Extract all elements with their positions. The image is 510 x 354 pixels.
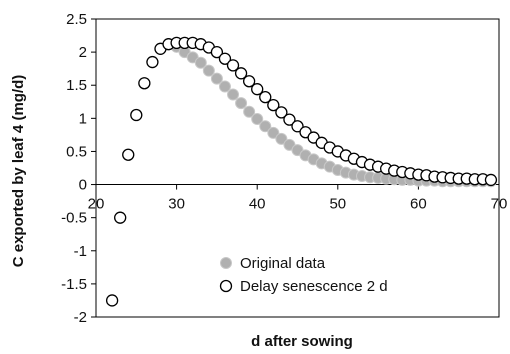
point-delay [138, 77, 151, 90]
point-delay [130, 108, 143, 122]
y-tick-label: -1.5 [61, 276, 87, 293]
y-tick-label: -1 [74, 243, 87, 260]
point-delay [146, 55, 159, 69]
point-delay [242, 75, 256, 88]
x-tick-label: 60 [410, 196, 427, 213]
point-delay [234, 67, 248, 80]
y-tick-label: 0.5 [66, 143, 87, 160]
legend: Original data Delay senescence 2 d [219, 255, 388, 295]
y-tick-label: 0 [79, 177, 87, 194]
y-axis-label: C exported by leaf 4 (mg/d) [10, 75, 27, 268]
y-tick-label: 1.5 [66, 77, 87, 94]
point-delay [105, 294, 119, 307]
x-axis: 20 30 40 50 60 70 [88, 184, 508, 213]
point-delay [283, 113, 296, 126]
point-original [267, 126, 280, 139]
point-original [275, 132, 288, 145]
legend-label-original: Original data [240, 255, 326, 272]
point-original [243, 105, 256, 118]
x-tick-label: 50 [329, 196, 346, 213]
point-original [218, 80, 231, 93]
point-original [227, 88, 240, 101]
point-delay [122, 148, 135, 161]
y-tick-label: 2.5 [66, 11, 87, 28]
point-delay [218, 52, 232, 65]
point-original [194, 56, 207, 69]
point-delay [267, 98, 280, 112]
plot-area [95, 18, 500, 318]
x-tick-label: 20 [88, 196, 105, 213]
point-delay [210, 45, 224, 59]
point-delay [291, 120, 304, 133]
legend-label-delay: Delay senescence 2 d [240, 278, 388, 295]
point-original [202, 64, 215, 77]
y-tick-label: -2 [74, 309, 87, 326]
point-delay [259, 90, 272, 104]
point-original [210, 72, 223, 85]
point-original [251, 112, 264, 125]
y-tick-label: -0.5 [61, 210, 87, 227]
y-axis: 2.5 2 1.5 1 0.5 0 -0.5 -1 -1.5 -2 [61, 11, 96, 326]
point-delay [226, 59, 240, 72]
point-delay [275, 106, 288, 119]
point-delay [484, 173, 498, 187]
y-tick-label: 1 [79, 110, 87, 127]
x-tick-label: 30 [168, 196, 185, 213]
x-tick-label: 40 [249, 196, 266, 213]
x-axis-label: d after sowing [251, 333, 353, 350]
point-original [235, 97, 248, 110]
x-tick-label: 70 [491, 196, 508, 213]
point-delay [114, 211, 127, 224]
y-tick-label: 2 [79, 44, 87, 61]
point-delay [251, 83, 264, 96]
legend-marker-original [220, 257, 232, 269]
data-points [105, 36, 498, 307]
point-original [259, 120, 272, 133]
legend-marker-delay [219, 279, 233, 293]
